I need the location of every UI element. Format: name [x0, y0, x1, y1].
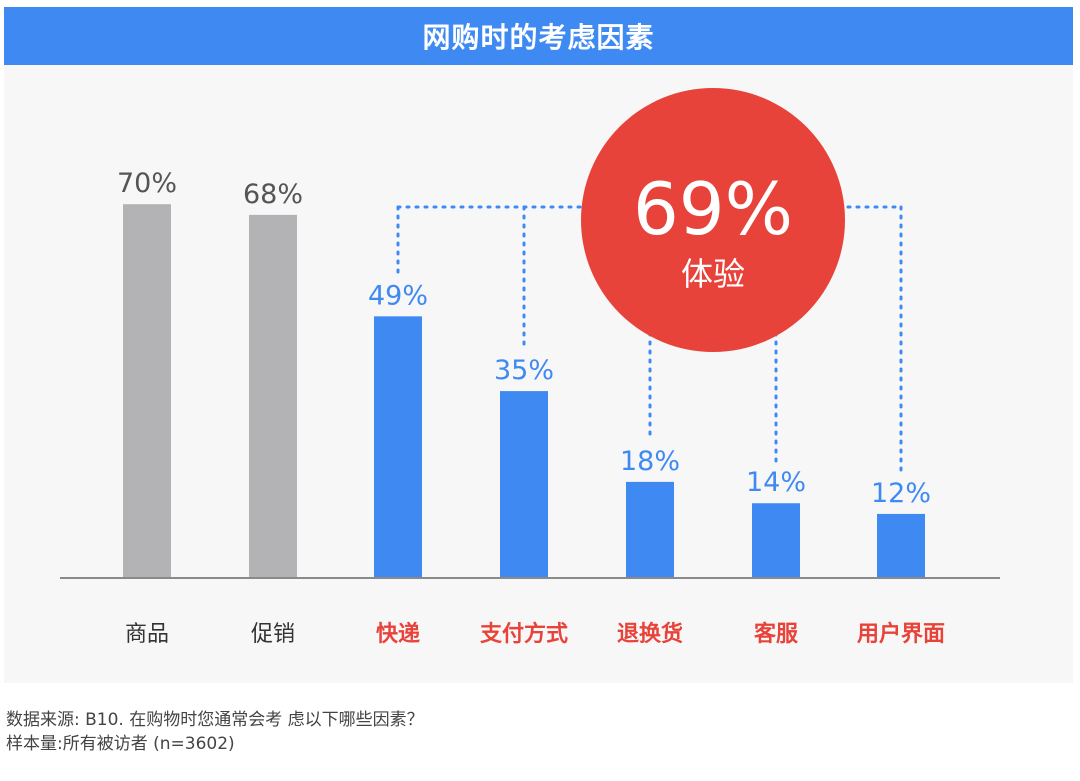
chart-panel	[4, 65, 1073, 683]
callout-circle	[581, 88, 845, 352]
category-label: 客服	[754, 621, 799, 647]
value-label: 70%	[117, 168, 177, 199]
bar	[500, 391, 548, 578]
category-label: 商品	[125, 622, 169, 647]
bar	[123, 204, 171, 578]
callout-value: 69%	[633, 167, 793, 251]
chart-title: 网购时的考虑因素	[422, 21, 655, 54]
bar	[374, 316, 422, 578]
value-label: 35%	[494, 355, 554, 386]
value-label: 12%	[871, 478, 931, 509]
category-label: 快递	[376, 621, 420, 647]
value-label: 18%	[620, 446, 680, 477]
callout-name: 体验	[681, 255, 745, 293]
category-label: 用户界面	[857, 621, 945, 647]
source-note: 数据来源: B10. 在购物时您通常会考 虑以下哪些因素？	[6, 710, 424, 730]
value-label: 68%	[243, 179, 303, 210]
category-label: 退换货	[617, 621, 683, 647]
bar	[877, 513, 925, 578]
chart-header: 网购时的考虑因素	[4, 7, 1073, 65]
footer-notes: 数据来源: B10. 在购物时您通常会考 虑以下哪些因素？ 样本量:所有被访者 …	[6, 708, 424, 756]
category-label: 促销	[251, 622, 295, 647]
value-label: 14%	[746, 467, 806, 498]
bar	[752, 503, 800, 578]
sample-note: 样本量:所有被访者 (n=3602)	[6, 734, 235, 754]
category-label: 支付方式	[480, 621, 568, 647]
bar-chart: 70% 68% 49% 35% 18% 14% 12% 商品 促销 快递 支付方式 退换货 客服 用户界面…	[60, 88, 1000, 647]
bar	[249, 214, 297, 578]
value-label: 49%	[368, 280, 428, 311]
bar	[626, 481, 674, 578]
